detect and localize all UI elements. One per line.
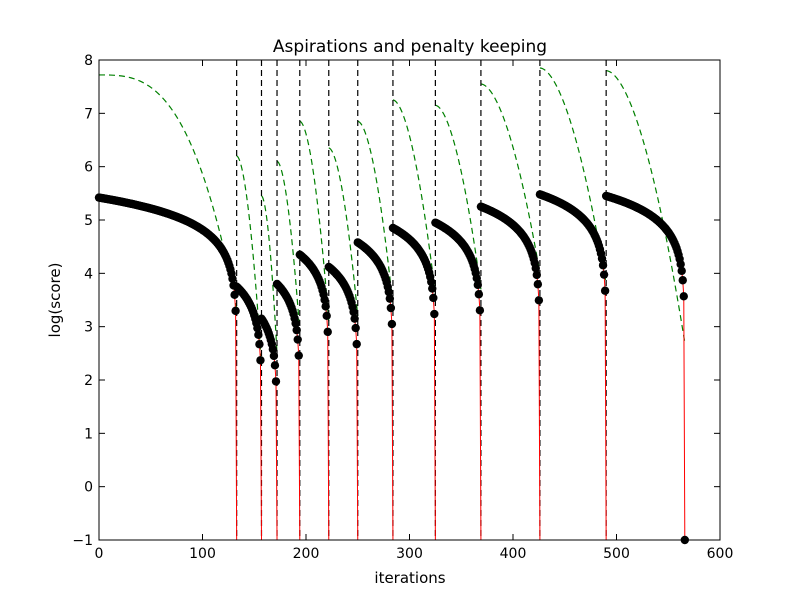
aspiration-curve-1 [236,155,263,365]
x-tick-label: 500 [603,546,630,562]
score-point [532,270,541,280]
score-point [255,340,264,349]
y-tick-label: 8 [84,53,93,69]
aspiration-curve-9 [480,83,541,274]
score-point [270,361,280,370]
x-axis-label: iterations [374,569,445,587]
score-point [474,290,484,299]
y-tick-label: −1 [72,533,93,549]
score-point [472,274,481,283]
score-point [269,351,279,361]
score-point [679,292,688,301]
y-tick-label: 7 [84,106,93,122]
aspiration-curve-8 [435,104,482,290]
score-point [321,302,330,311]
x-tick-label: 200 [293,546,320,562]
score-point [387,319,397,329]
score-point [254,330,263,340]
aspiration-curve-4 [299,120,330,322]
y-tick-label: 5 [84,213,93,229]
score-point [599,270,609,279]
score-point [320,295,329,304]
score-point [598,261,608,270]
score-point [291,319,300,328]
x-tick-label: 300 [396,546,423,562]
score-point [473,280,483,290]
x-tick-label: 600 [707,546,734,562]
y-tick-label: 6 [84,160,93,176]
score-point [322,311,331,320]
score-point [292,325,301,335]
y-tick-label: 3 [84,320,93,336]
y-tick-label: 4 [84,266,93,282]
score-point [230,290,239,300]
score-point [256,356,265,365]
score-point [293,335,302,344]
aspiration-curve-5 [328,147,359,317]
score-point [534,296,544,305]
score-point [350,314,359,323]
aspiration-curve-10 [539,67,607,285]
score-point [384,287,393,297]
score-point [349,307,358,317]
score-point [385,294,395,303]
y-tick-label: 2 [84,373,93,389]
x-tick-label: 100 [189,546,216,562]
score-point [294,351,303,360]
y-tick-label: 1 [84,426,93,442]
x-tick-label: 0 [95,546,104,562]
score-point [352,339,361,349]
score-point [427,277,436,287]
score-point [351,323,360,333]
score-point [429,293,438,303]
score-point [268,345,278,354]
y-axis-label: log(score) [46,263,64,338]
score-point [231,306,240,316]
score-point [678,276,687,285]
score-point [386,303,396,313]
aspiration-curve-3 [276,160,301,333]
score-point [677,266,686,276]
score-point [228,274,237,283]
score-point [323,327,332,337]
score-point [253,323,262,333]
score-point [676,260,685,269]
aspiration-curve-11 [606,70,686,343]
score-point [475,306,485,315]
plot-area [94,60,690,545]
y-tick-label: 0 [84,480,93,496]
score-point [430,309,439,319]
score-point [597,254,607,263]
x-tick-label: 400 [500,546,527,562]
score-point [533,280,543,289]
score-point [428,284,437,293]
aspiration-curve-0 [99,74,238,309]
chart-title: Aspirations and penalty keeping [273,37,547,57]
score-point [531,264,540,273]
aspiration-curve-2 [261,195,278,354]
score-point [271,377,281,386]
score-point [600,286,610,295]
aspiration-curve-7 [392,99,436,295]
